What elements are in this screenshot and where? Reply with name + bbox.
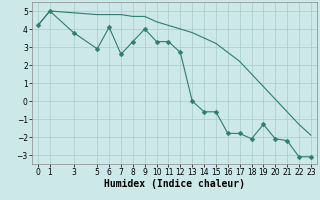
X-axis label: Humidex (Indice chaleur): Humidex (Indice chaleur) <box>104 179 245 189</box>
